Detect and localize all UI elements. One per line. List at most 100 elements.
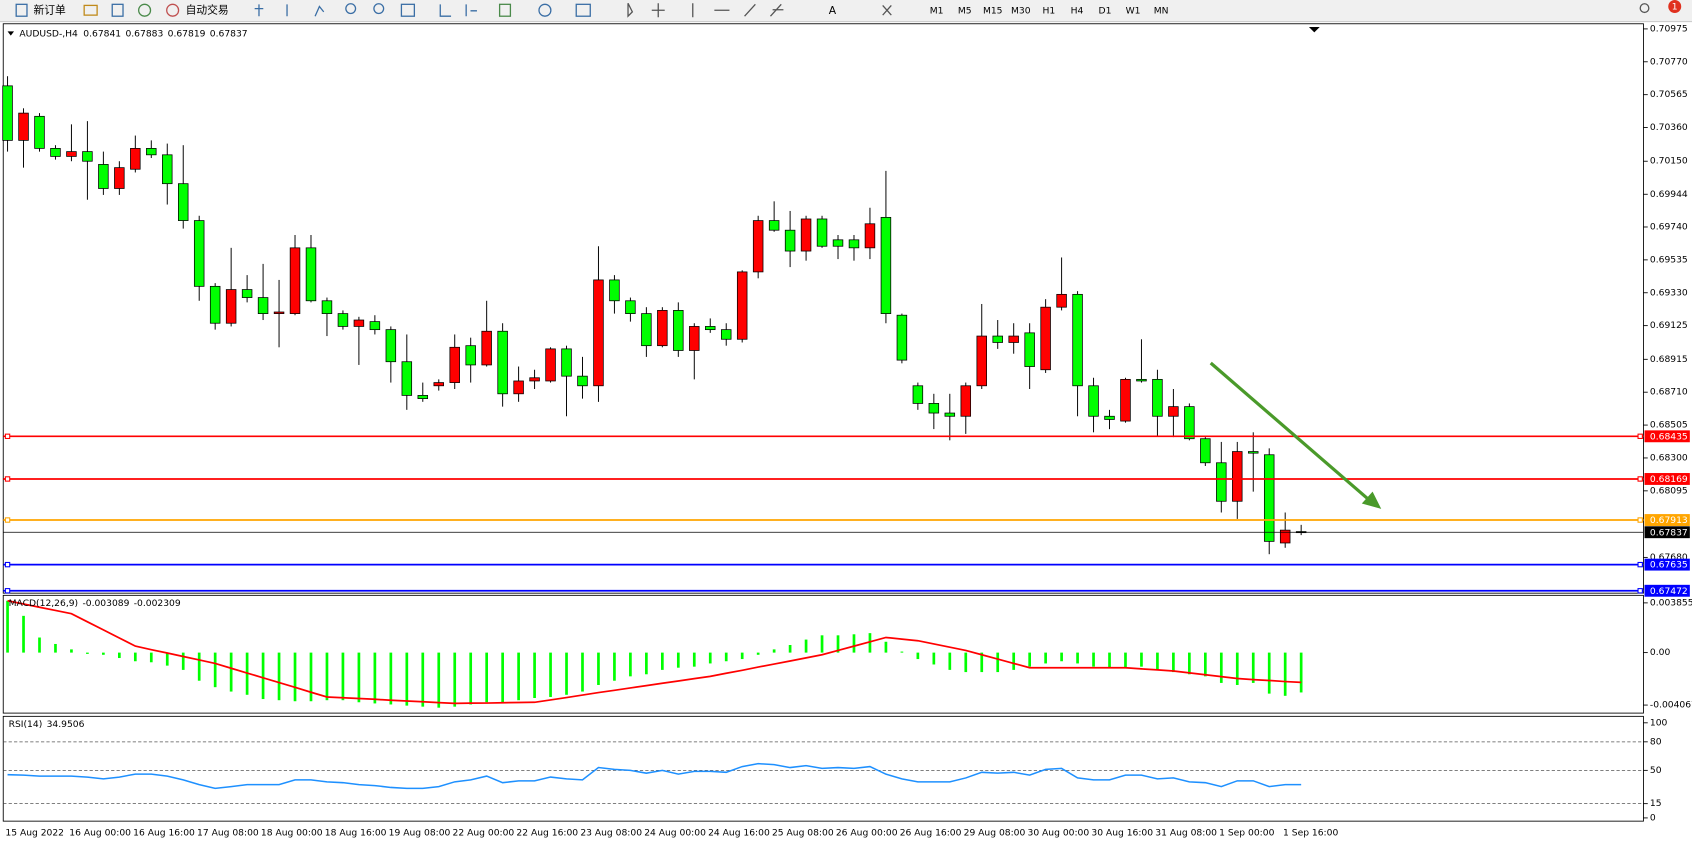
x-tick-label: 19 Aug 08:00 [389, 828, 451, 839]
y-tick-label: 0.67680 [1650, 552, 1688, 563]
rsi-chart [3, 741, 1644, 805]
zoom-out-icon[interactable] [373, 3, 385, 15]
icon[interactable] [111, 3, 124, 17]
timeframe-button[interactable]: MN [1154, 5, 1169, 16]
chart-type-icons[interactable] [254, 4, 325, 17]
new-order-button[interactable]: 新订单 [33, 3, 66, 16]
price-tag-label: 0.68169 [1650, 474, 1688, 485]
y-tick-label: 15 [1650, 798, 1662, 809]
x-tick-label: 16 Aug 00:00 [69, 828, 131, 839]
timeframe-button[interactable]: W1 [1126, 5, 1141, 16]
shapes-icon[interactable] [882, 4, 892, 16]
macd-pane [2, 594, 1644, 714]
price-tag [1644, 430, 1690, 443]
x-tick-label: 18 Aug 00:00 [261, 828, 323, 839]
price-tag-label: 0.67635 [1650, 560, 1688, 571]
notification-badge[interactable] [1668, 0, 1682, 13]
timeframe-button[interactable]: M15 [983, 5, 1003, 16]
auto-trading-icon[interactable] [166, 3, 180, 17]
candle-body [1263, 454, 1275, 542]
candle-body [593, 279, 604, 387]
candle-body [66, 151, 77, 157]
candle-body [864, 223, 876, 249]
level-handle [4, 433, 11, 440]
level-handle [1637, 561, 1643, 568]
low-value: 0.67819 [168, 28, 206, 39]
macd-value: -0.003089 [82, 597, 129, 608]
new-order-icon[interactable] [15, 3, 28, 17]
candle-body [177, 183, 189, 221]
y-tick-label: 0.69125 [1650, 320, 1688, 331]
level-handle [1637, 517, 1643, 523]
auto-trading-button[interactable]: 自动交易 [186, 3, 229, 16]
open-value: 0.67841 [83, 28, 121, 39]
text-tool[interactable]: A [829, 4, 837, 17]
icon[interactable] [83, 4, 98, 16]
candle-body [784, 229, 796, 252]
timeframe-button[interactable]: M30 [1011, 5, 1031, 16]
candle-body [82, 151, 93, 162]
price-tag [1644, 526, 1690, 539]
zoom-in-icon[interactable] [345, 3, 357, 15]
timeframe-button[interactable]: H1 [1043, 5, 1056, 16]
candle-body [2, 85, 13, 141]
candle-body [609, 279, 620, 302]
candle-body [50, 148, 61, 157]
x-tick-label: 24 Aug 16:00 [708, 828, 770, 839]
timeframe-button[interactable]: D1 [1099, 5, 1112, 16]
x-tick-label: 15 Aug 2022 [5, 828, 64, 839]
candle-body [992, 335, 1003, 343]
y-tick-label: 0 [1650, 812, 1656, 823]
x-tick-label: 23 Aug 08:00 [580, 828, 642, 839]
periods-icon[interactable] [538, 3, 552, 17]
candle-body [1184, 406, 1195, 440]
tile-icon[interactable] [400, 3, 416, 17]
y-tick-label: 0.00 [1650, 647, 1671, 658]
candle-body [1120, 378, 1131, 422]
price-tag [1644, 558, 1690, 571]
x-tick-label: 26 Aug 16:00 [900, 828, 962, 839]
price-tag-label: 0.67913 [1650, 515, 1688, 526]
timeframe-button[interactable]: M1 [930, 5, 944, 16]
x-tick-label: 24 Aug 00:00 [644, 828, 706, 839]
y-tick-label: 0.69330 [1650, 287, 1688, 298]
templates-icon[interactable] [575, 3, 591, 17]
x-tick-label: 22 Aug 00:00 [453, 828, 515, 839]
candle-body [1056, 293, 1067, 308]
candle-body [209, 285, 221, 324]
candle-body [98, 164, 109, 189]
timeframe-button[interactable]: M5 [958, 5, 972, 16]
search-icon[interactable] [1639, 3, 1650, 14]
icon[interactable] [138, 3, 152, 17]
x-tick-label: 22 Aug 16:00 [516, 828, 578, 839]
trend-arrow [1209, 361, 1370, 501]
scroll-icons[interactable] [439, 4, 477, 17]
price-tag-label: 0.68435 [1650, 431, 1688, 442]
candle-body [385, 329, 397, 363]
candle-body [18, 112, 29, 141]
candle-body [736, 271, 748, 340]
candle-body [689, 326, 700, 351]
signal-line [7, 599, 1302, 705]
x-tick-label: 30 Aug 00:00 [1028, 828, 1090, 839]
x-tick-label: 25 Aug 08:00 [772, 828, 834, 839]
candle-body [481, 330, 492, 366]
candle-body [114, 167, 125, 189]
signal-value: -0.002309 [134, 597, 181, 608]
y-tick-label: 50 [1650, 765, 1662, 776]
candle-body [800, 218, 812, 252]
drawing-tools[interactable] [627, 2, 784, 18]
candle-body [1216, 462, 1227, 502]
timeframe-button[interactable]: H4 [1071, 5, 1084, 16]
candle-body [673, 310, 684, 351]
price-tag [1644, 473, 1690, 485]
y-tick-label: 0.68915 [1650, 354, 1688, 365]
candle-body [417, 395, 429, 399]
candle-body [289, 247, 301, 314]
indicators-icon[interactable] [498, 3, 512, 17]
candle-body [1104, 415, 1115, 420]
toolbar-icons [15, 2, 1650, 18]
main-chart [2, 76, 1644, 594]
